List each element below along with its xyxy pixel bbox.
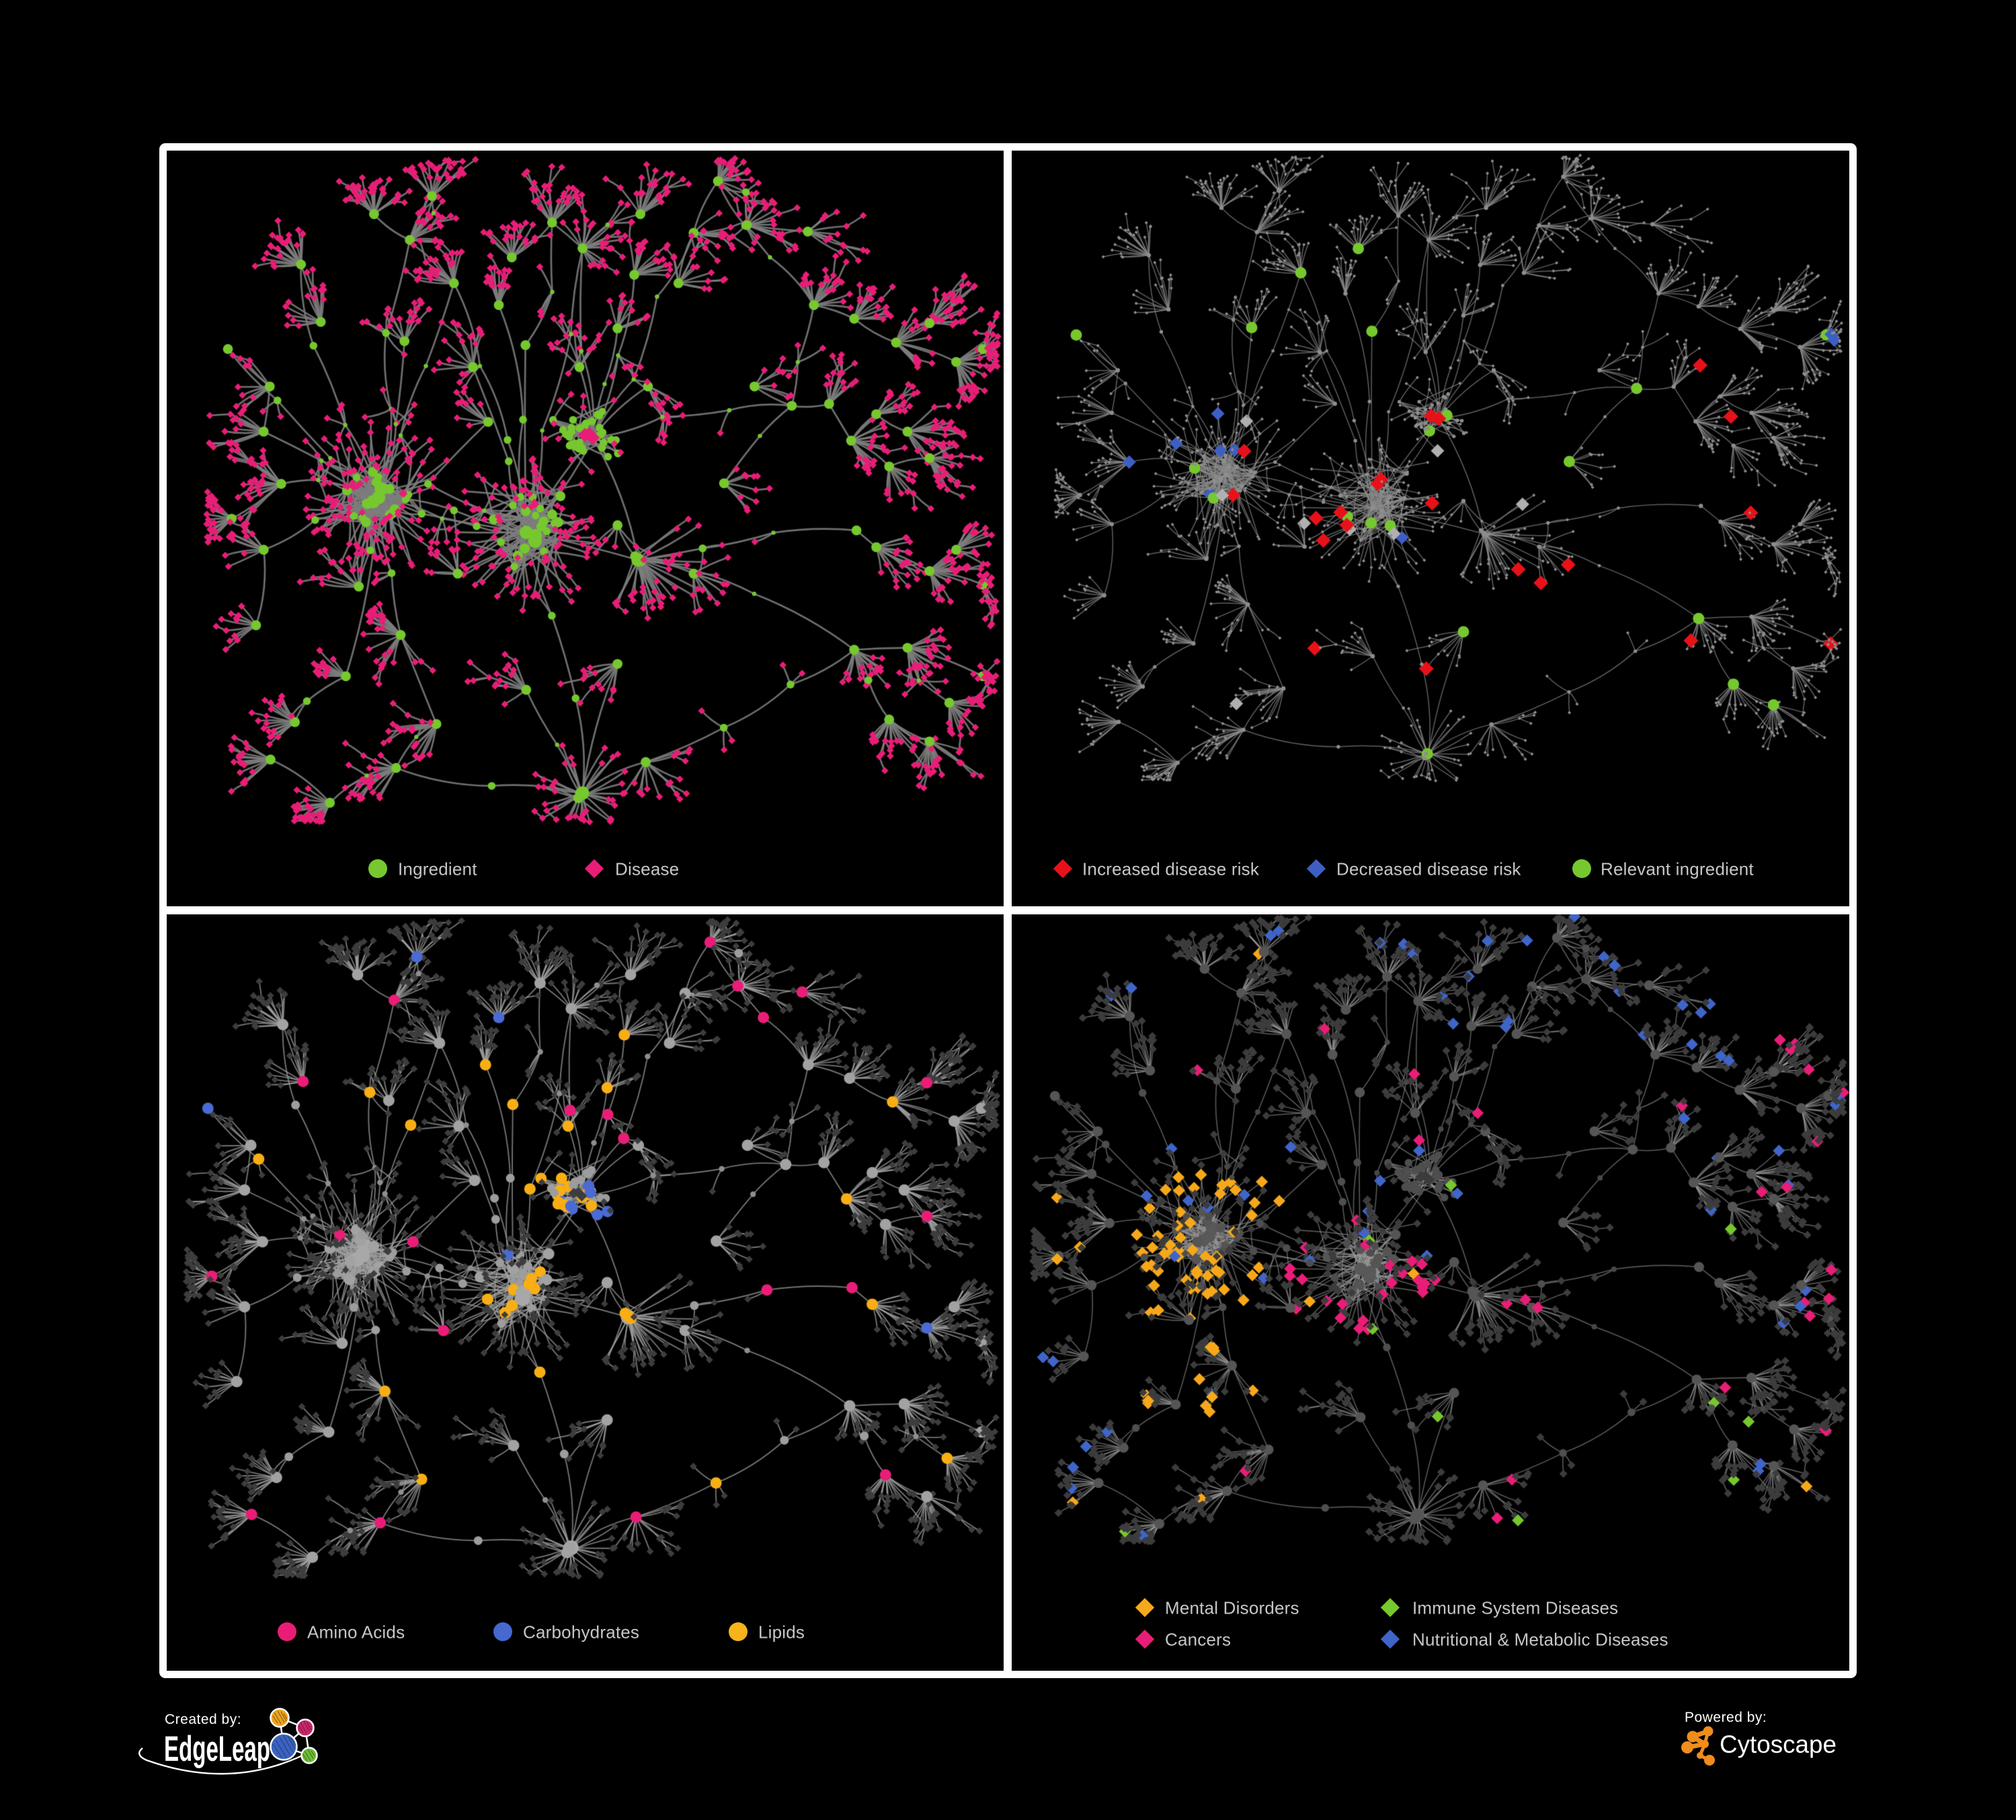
svg-text:Cytoscape: Cytoscape	[1720, 1731, 1837, 1758]
svg-text:EdgeLeap: EdgeLeap	[164, 1729, 270, 1769]
